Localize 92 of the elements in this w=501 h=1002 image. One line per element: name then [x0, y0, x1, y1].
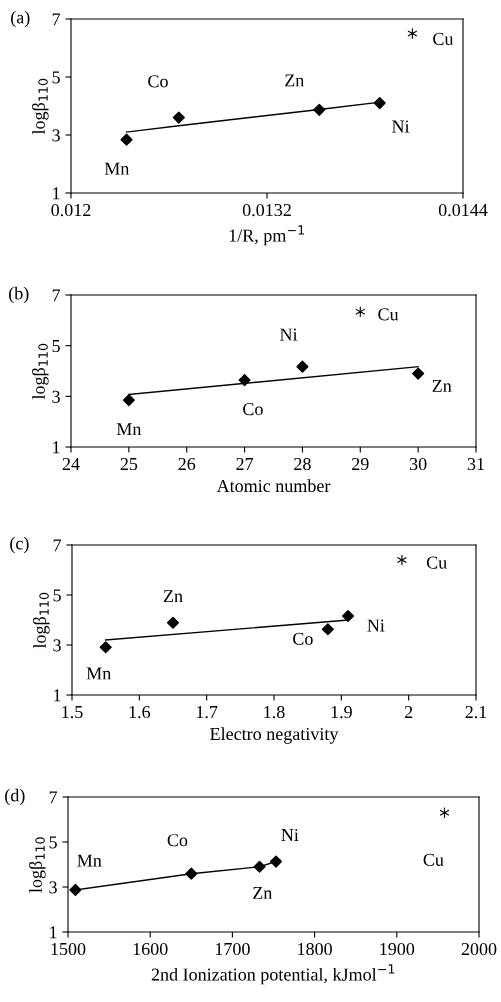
series-label: Ni	[281, 828, 299, 841]
x-tick-label: 26	[178, 457, 196, 471]
x-tick-label: 29	[352, 457, 369, 471]
y-tick-label: 3	[52, 129, 60, 142]
y-tick-label: 5	[49, 836, 57, 849]
x-tick-label: 27	[236, 457, 254, 470]
x-axis-title: Electro negativity	[210, 727, 339, 744]
x-tick-label: 1700	[215, 942, 250, 956]
y-tick-label: 5	[52, 340, 60, 353]
x-tick-label: 1500	[51, 942, 86, 956]
y-axis-title: logβ$_{110}$	[28, 837, 46, 893]
y-tick-label: 3	[52, 390, 60, 403]
y-axis-title: logβ$_{110}$	[32, 592, 50, 649]
x-tick-label: 31	[467, 457, 484, 471]
y-tick-label: 1	[50, 926, 57, 939]
series-label: Co	[167, 834, 188, 847]
point	[122, 394, 135, 407]
y-tick-label: 7	[49, 791, 58, 804]
series-label: Zn	[163, 590, 183, 603]
x-axis-title: Atomic number	[216, 479, 331, 493]
x-axis-title: 2nd Ionization potential, kJmol$^{−1}$	[151, 964, 395, 985]
x-tick-label: 1.7	[196, 706, 218, 719]
x-tick-label: 28	[294, 457, 311, 471]
y-axis-title: logβ$_{110}$	[31, 78, 49, 135]
x-tick-label: 1.9	[331, 705, 352, 719]
chart-title: (a)	[11, 10, 30, 28]
point	[355, 306, 365, 317]
x-tick-label: 1.8	[264, 705, 285, 719]
x-tick-label: 1.5	[62, 706, 83, 719]
series-label: Ni	[280, 328, 298, 341]
point	[172, 111, 185, 124]
point	[321, 623, 334, 636]
series-label: Ni	[367, 619, 385, 632]
series-label: Co	[148, 75, 168, 88]
y-tick-label: 5	[52, 71, 60, 84]
y-tick-label: 7	[52, 13, 61, 26]
x-tick-label: 0.0132	[242, 203, 291, 217]
y-tick-label: 3	[53, 639, 61, 652]
x-tick-label: 2.1	[465, 705, 487, 719]
series-label: Zn	[432, 379, 452, 392]
x-tick-label: 0.012	[51, 203, 91, 217]
chart-title: (b)	[9, 286, 29, 304]
point	[238, 374, 251, 387]
series-label: Cu	[426, 556, 447, 569]
point	[313, 103, 326, 116]
y-tick-label: 5	[53, 589, 61, 602]
point	[407, 28, 417, 39]
y-tick-label: 7	[52, 289, 61, 302]
y-tick-label: 1	[54, 689, 61, 702]
text: Cu	[423, 853, 444, 866]
point	[439, 807, 450, 818]
point	[166, 616, 180, 629]
x-tick-label: 25	[120, 457, 138, 471]
chart-title: (d)	[5, 788, 25, 806]
x-tick-label: 2000	[461, 942, 497, 956]
point	[269, 855, 283, 868]
x-tick-label: 1900	[380, 942, 415, 956]
x-tick-label: 1.6	[129, 705, 151, 719]
y-tick-label: 7	[53, 539, 62, 552]
y-tick-label: 1	[53, 441, 60, 454]
point	[412, 367, 425, 380]
series-label: Mn	[116, 423, 142, 436]
x-axis-title: 1/R, pm$^{−1}$	[229, 225, 304, 246]
y-tick-label: 1	[53, 187, 60, 200]
series-label: Mn	[77, 854, 102, 867]
point	[120, 133, 133, 146]
x-tick-label: 1600	[133, 942, 168, 956]
series-label: Cu	[433, 32, 454, 45]
point	[373, 97, 386, 110]
x-tick-label: 1800	[298, 942, 332, 956]
y-axis-title: logβ$_{110}$	[31, 343, 49, 400]
point	[99, 641, 112, 654]
series-label: Co	[243, 403, 263, 416]
chart-title: (c)	[10, 536, 29, 554]
series-label: Zn	[285, 74, 305, 87]
series-label: Cu	[378, 308, 399, 321]
series-label: Ni	[392, 120, 410, 133]
series-label: Mn	[86, 667, 111, 680]
x-tick-label: 30	[409, 457, 427, 471]
y-tick-label: 3	[49, 881, 57, 894]
point	[341, 609, 355, 623]
point	[253, 860, 266, 873]
x-tick-label: 24	[62, 457, 80, 470]
series-label: Zn	[253, 887, 273, 899]
x-tick-label: 2	[404, 705, 413, 718]
series-label: Co	[293, 632, 313, 645]
point	[397, 554, 407, 566]
point	[69, 883, 82, 896]
point	[185, 867, 198, 880]
x-tick-label: 0.0144	[438, 203, 488, 217]
point	[296, 360, 309, 373]
series-label: Mn	[104, 162, 130, 175]
